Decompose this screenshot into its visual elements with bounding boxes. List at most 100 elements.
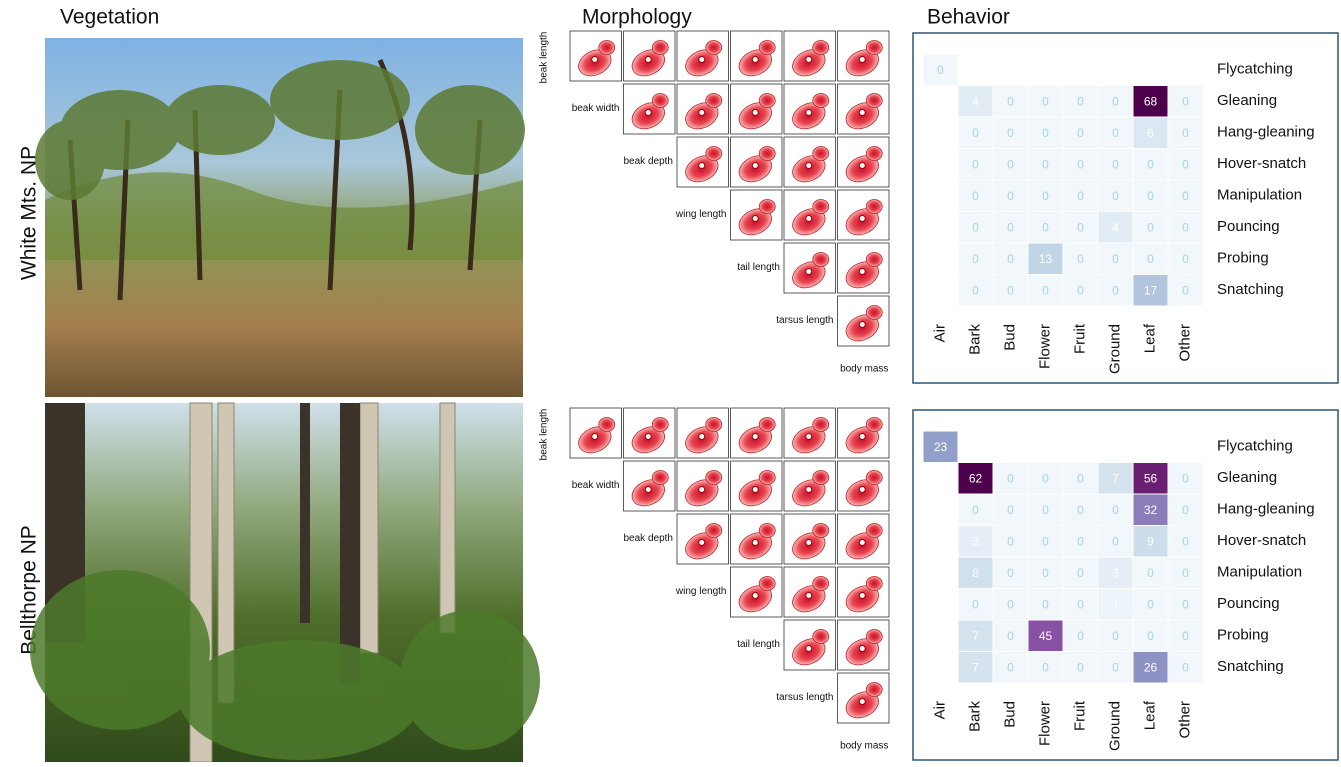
- column-label: Leaf: [1141, 323, 1158, 353]
- cell-label: 6: [1147, 126, 1154, 140]
- heat-cell: [1133, 557, 1168, 588]
- cell-label: 0: [1077, 534, 1084, 548]
- cell-label: 0: [1182, 283, 1189, 297]
- density-blob: [705, 146, 723, 161]
- heat-cell: [1063, 275, 1098, 306]
- density-blob: [812, 146, 830, 161]
- heat-cell: [1133, 526, 1168, 557]
- cell-label: 0: [1147, 252, 1154, 266]
- density-blob: [598, 417, 616, 432]
- cell-label: 0: [1077, 157, 1084, 171]
- heat-cell: [1063, 557, 1098, 588]
- heat-cell: [1028, 557, 1063, 588]
- heat-cell: [1063, 494, 1098, 525]
- trait-label: body mass: [840, 741, 888, 752]
- centroid: [858, 56, 866, 63]
- cell-label: 0: [1112, 189, 1119, 203]
- heat-cell: [1063, 526, 1098, 557]
- centroid: [858, 109, 866, 116]
- heat-cell: [1168, 117, 1203, 148]
- heat-cell: [1133, 275, 1168, 306]
- cell-label: 0: [1147, 597, 1154, 611]
- heat-cell: [1098, 557, 1133, 588]
- row-label: Flycatching: [1217, 438, 1293, 455]
- density-blob: [812, 417, 830, 432]
- centroid: [698, 486, 706, 493]
- heat-cell: [1098, 652, 1133, 683]
- centroid: [698, 539, 706, 546]
- trait-label: tail length: [737, 262, 780, 273]
- heat-cell: [1133, 243, 1168, 274]
- heat-cell: [1133, 463, 1168, 494]
- density-blob: [865, 629, 883, 644]
- cell-label: 0: [1007, 189, 1014, 203]
- cell-label: 45: [1039, 629, 1053, 643]
- density-blob: [758, 470, 776, 485]
- cell-label: 0: [972, 126, 979, 140]
- density-blob: [812, 93, 830, 108]
- cell-label: 0: [1007, 597, 1014, 611]
- heat-cell: [958, 212, 993, 243]
- heat-cell: [993, 86, 1028, 117]
- centroid: [698, 56, 706, 63]
- heat-cell: [1098, 86, 1133, 117]
- heat-cell: [1028, 212, 1063, 243]
- photo: [35, 38, 525, 397]
- heat-cell: [1063, 86, 1098, 117]
- row-label: Flycatching: [1217, 61, 1293, 78]
- density-blob: [865, 682, 883, 697]
- photo: [30, 402, 540, 763]
- cell-label: 13: [1039, 252, 1053, 266]
- heat-cell: [1063, 620, 1098, 651]
- trait-label: beak length: [539, 409, 550, 461]
- heat-cell: [993, 526, 1028, 557]
- heat-cell: [1168, 86, 1203, 117]
- row-label: Hover-snatch: [1217, 155, 1306, 172]
- cell-label: 3: [1112, 566, 1119, 580]
- centroid: [751, 215, 759, 222]
- cell-label: 0: [1147, 566, 1154, 580]
- density-blob: [812, 252, 830, 267]
- cell-label: 0: [1112, 94, 1119, 108]
- cell-label: 0: [972, 220, 979, 234]
- row-label: Snatching: [1217, 658, 1284, 675]
- cell-label: 0: [1182, 660, 1189, 674]
- centroid: [698, 433, 706, 440]
- heat-cell: [1098, 180, 1133, 211]
- density-blob: [865, 470, 883, 485]
- density-blob: [812, 576, 830, 591]
- density-blob: [598, 40, 616, 55]
- density-blob: [865, 40, 883, 55]
- cell-label: 0: [1112, 126, 1119, 140]
- heat-cell: [993, 243, 1028, 274]
- trait-label: tarsus length: [776, 315, 833, 326]
- cell-label: 0: [1147, 189, 1154, 203]
- heat-cell: [993, 117, 1028, 148]
- centroid: [751, 433, 759, 440]
- centroid: [805, 486, 813, 493]
- centroid: [644, 433, 652, 440]
- cell-label: 0: [1077, 629, 1084, 643]
- cell-label: 26: [1144, 660, 1158, 674]
- heat-cell: [958, 652, 993, 683]
- heat-cell: [1028, 652, 1063, 683]
- trait-label: beak width: [572, 480, 620, 491]
- heat-cell: [1028, 526, 1063, 557]
- heat-cell: [1133, 620, 1168, 651]
- cell-label: 0: [1077, 566, 1084, 580]
- density-blob: [705, 470, 723, 485]
- cell-label: 0: [1112, 283, 1119, 297]
- density-blob: [812, 470, 830, 485]
- centroid: [805, 268, 813, 275]
- heat-cell: [1133, 589, 1168, 620]
- heat-cell: [1168, 275, 1203, 306]
- cell-label: 0: [1077, 660, 1084, 674]
- heat-cell: [958, 463, 993, 494]
- cell-label: 0: [972, 503, 979, 517]
- cell-label: 0: [1182, 597, 1189, 611]
- cell-label: 0: [972, 597, 979, 611]
- centroid: [751, 162, 759, 169]
- heat-cell: [1098, 149, 1133, 180]
- density-blob: [758, 40, 776, 55]
- density-blob: [865, 146, 883, 161]
